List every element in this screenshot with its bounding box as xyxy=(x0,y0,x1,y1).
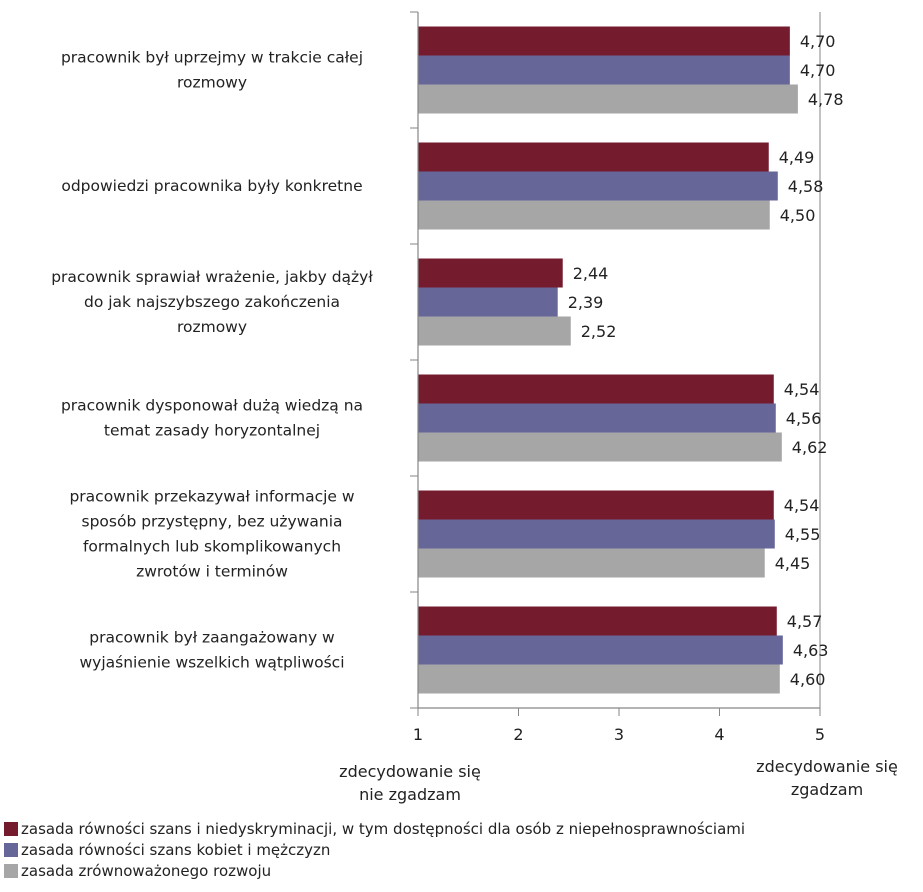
bar-series-1-cat-6 xyxy=(418,606,777,636)
data-label-series-1-cat-1: 4,70 xyxy=(800,32,836,51)
bar-series-1-cat-3 xyxy=(418,258,563,288)
data-label-series-2-cat-1: 4,70 xyxy=(800,61,836,80)
category-label-1-line-1: pracownik był uprzejmy w trakcie całej xyxy=(61,49,363,67)
category-label-4-line-2: temat zasady horyzontalnej xyxy=(104,422,320,440)
bar-series-1-cat-4 xyxy=(418,374,774,404)
category-label-6-line-2: wyjaśnienie wszelkich wątpliwości xyxy=(79,654,344,672)
legend-swatch-3 xyxy=(4,863,18,878)
data-label-series-2-cat-3: 2,39 xyxy=(568,293,604,312)
x-tick-label-3: 3 xyxy=(614,725,624,744)
data-label-series-1-cat-4: 4,54 xyxy=(784,380,820,399)
category-label-4-line-1: pracownik dysponował dużą wiedzą na xyxy=(61,397,363,415)
category-label-3-line-2: do jak najszybszego zakończenia xyxy=(84,293,340,311)
data-label-series-2-cat-4: 4,56 xyxy=(786,409,822,428)
bar-series-1-cat-1 xyxy=(418,26,790,56)
category-label-2-line-1: odpowiedzi pracownika były konkretne xyxy=(61,177,362,195)
bar-series-1-cat-2 xyxy=(418,142,769,172)
bar-series-2-cat-1 xyxy=(418,55,790,85)
bar-series-3-cat-4 xyxy=(418,432,782,462)
legend-swatch-1 xyxy=(4,821,18,836)
data-label-series-1-cat-6: 4,57 xyxy=(787,612,823,631)
category-label-5-line-1: pracownik przekazywał informacje w xyxy=(69,488,354,506)
data-label-series-3-cat-4: 4,62 xyxy=(792,438,828,457)
data-label-series-3-cat-1: 4,78 xyxy=(808,90,844,109)
x-tick-label-1: 1 xyxy=(413,725,423,744)
bar-series-1-cat-5 xyxy=(418,490,774,520)
bar-series-3-cat-1 xyxy=(418,84,798,114)
data-label-series-2-cat-6: 4,63 xyxy=(793,641,829,660)
legend-label-2: zasada równości szans kobiet i mężczyzn xyxy=(21,840,331,859)
legend-item-1: zasada równości szans i niedyskryminacji… xyxy=(4,818,745,839)
data-label-series-3-cat-5: 4,45 xyxy=(775,554,811,573)
legend-item-2: zasada równości szans kobiet i mężczyzn xyxy=(4,839,745,860)
category-label-5-line-2: sposób przystępny, bez używania xyxy=(82,513,343,531)
data-label-series-1-cat-5: 4,54 xyxy=(784,496,820,515)
bar-series-2-cat-6 xyxy=(418,635,783,665)
bar-series-2-cat-4 xyxy=(418,403,776,433)
data-label-series-1-cat-2: 4,49 xyxy=(779,148,815,167)
bar-series-3-cat-2 xyxy=(418,200,770,230)
x-max-label-line-2: zgadzam xyxy=(791,780,863,799)
legend-label-3: zasada zrównoważonego rozwoju xyxy=(21,861,272,880)
labels: 4,70 4,49 2,44 4,54 4,54 4,57 4,70 4,58 2,39 4,56… xyxy=(51,32,898,804)
bar-series-2-cat-2 xyxy=(418,171,778,201)
bar-series-3-cat-6 xyxy=(418,664,780,694)
data-label-series-3-cat-3: 2,52 xyxy=(581,322,617,341)
legend-item-3: zasada zrównoważonego rozwoju xyxy=(4,860,745,881)
data-label-series-1-cat-3: 2,44 xyxy=(573,264,609,283)
legend: zasada równości szans i niedyskryminacji… xyxy=(4,818,745,881)
bar-series-2-cat-3 xyxy=(418,287,558,317)
category-label-3-line-3: rozmowy xyxy=(177,318,247,336)
data-label-series-3-cat-6: 4,60 xyxy=(790,670,826,689)
x-tick-label-2: 2 xyxy=(513,725,523,744)
data-label-series-3-cat-2: 4,50 xyxy=(780,206,816,225)
category-label-6-line-1: pracownik był zaangażowany w xyxy=(89,629,335,647)
bar-series-3-cat-5 xyxy=(418,548,765,578)
bars xyxy=(418,26,798,694)
x-min-label-line-1: zdecydowanie się xyxy=(339,762,481,781)
category-label-5-line-3: formalnych lub skomplikowanych xyxy=(83,538,341,556)
x-min-label-line-2: nie zgadzam xyxy=(359,785,461,804)
data-label-series-2-cat-2: 4,58 xyxy=(788,177,824,196)
x-tick-label-5: 5 xyxy=(815,725,825,744)
bar-series-3-cat-3 xyxy=(418,316,571,346)
bar-chart: 4,70 4,49 2,44 4,54 4,54 4,57 4,70 4,58 2,39 4,56… xyxy=(51,11,898,804)
bar-series-2-cat-5 xyxy=(418,519,775,549)
category-label-1-line-2: rozmowy xyxy=(177,74,247,92)
legend-label-1: zasada równości szans i niedyskryminacji… xyxy=(21,819,746,838)
x-max-label-line-1: zdecydowanie się xyxy=(756,757,898,776)
category-label-3-line-1: pracownik sprawiał wrażenie, jakby dążył xyxy=(51,268,373,286)
legend-swatch-2 xyxy=(4,842,18,857)
x-tick-label-4: 4 xyxy=(714,725,724,744)
axes xyxy=(410,11,821,716)
data-label-series-2-cat-5: 4,55 xyxy=(785,525,821,544)
category-label-5-line-4: zwrotów i terminów xyxy=(136,563,288,581)
